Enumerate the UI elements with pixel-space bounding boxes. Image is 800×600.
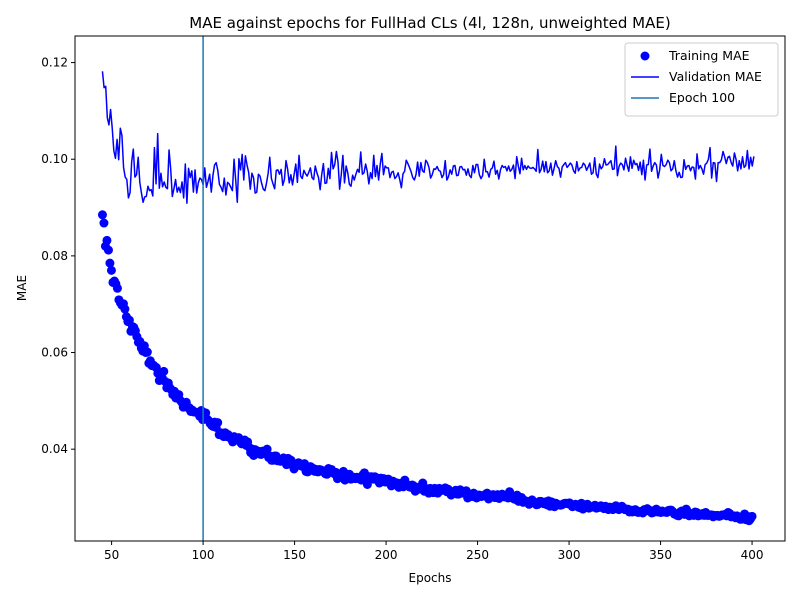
series-layer: [97, 36, 757, 541]
training-mae-point: [120, 304, 130, 314]
x-tick-label: 100: [192, 548, 215, 562]
training-mae-point: [213, 418, 223, 428]
y-axis-label: MAE: [15, 275, 29, 301]
y-tick-label: 0.06: [41, 346, 68, 360]
legend-label-training: Training MAE: [668, 48, 750, 63]
y-tick-label: 0.12: [41, 56, 68, 70]
x-tick-label: 400: [741, 548, 764, 562]
legend-marker-training: [640, 51, 650, 61]
y-tick-label: 0.08: [41, 249, 68, 263]
validation-mae-line: [101, 71, 755, 204]
legend-label-validation: Validation MAE: [669, 69, 762, 84]
legend-label-epoch-100: Epoch 100: [669, 90, 735, 105]
x-tick-label: 350: [649, 548, 672, 562]
y-axis: 0.04 0.06 0.08 0.10 0.12: [41, 56, 75, 456]
chart-title: MAE against epochs for FullHad CLs (4l, …: [189, 14, 670, 32]
legend-box: [624, 42, 779, 117]
x-tick-label: 250: [466, 548, 489, 562]
x-tick-label: 300: [558, 548, 581, 562]
training-mae-point: [99, 218, 109, 228]
x-axis: 50 100 150 200 250 300 350 400: [104, 541, 764, 562]
training-mae-point: [105, 258, 115, 268]
training-mae-point: [159, 366, 169, 376]
training-mae-points: [97, 210, 757, 526]
training-mae-point: [102, 235, 112, 245]
training-mae-point: [106, 265, 116, 275]
x-tick-label: 200: [375, 548, 398, 562]
training-mae-point: [747, 511, 757, 521]
training-mae-point: [103, 245, 113, 255]
axes-frame: [74, 35, 786, 542]
plot-area: [74, 35, 786, 542]
legend: Training MAE Validation MAE Epoch 100: [624, 42, 779, 117]
training-mae-point: [112, 283, 122, 293]
axes-background: [75, 36, 785, 541]
x-tick-label: 150: [283, 548, 306, 562]
training-mae-point: [97, 210, 107, 220]
training-mae-point: [262, 444, 272, 454]
y-tick-label: 0.04: [41, 442, 68, 456]
y-tick-label: 0.10: [41, 152, 68, 166]
x-axis-label: Epochs: [409, 571, 452, 585]
x-tick-label: 50: [104, 548, 119, 562]
training-mae-point: [142, 347, 152, 357]
